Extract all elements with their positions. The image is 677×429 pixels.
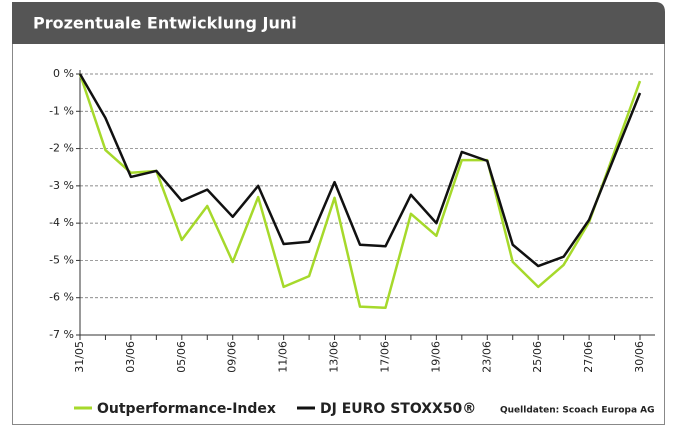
legend-label: Outperformance-Index (97, 401, 276, 417)
x-tick-label: 25/06 (531, 341, 544, 373)
x-tick-label: 27/06 (582, 341, 595, 373)
y-tick-label: -5 % (49, 253, 74, 266)
x-tick-label: 11/06 (277, 341, 290, 373)
y-tick-label: -7 % (49, 328, 74, 341)
y-tick-label: -3 % (49, 179, 74, 192)
y-tick-label: 0 % (53, 67, 74, 80)
x-tick-label: 05/06 (175, 341, 188, 373)
x-tick-label: 19/06 (429, 341, 442, 373)
series-line (78, 73, 642, 268)
y-tick-label: -6 % (49, 291, 74, 304)
y-tick-label: -1 % (49, 104, 74, 117)
chart-title: Prozentuale Entwicklung Juni (33, 14, 297, 33)
series-line (78, 73, 642, 310)
legend-label: DJ EURO STOXX50® (320, 401, 476, 417)
x-tick-label: 31/05 (73, 341, 86, 373)
x-tick-label: 17/06 (378, 341, 391, 373)
y-tick-label: -2 % (49, 142, 74, 155)
x-tick-label: 09/06 (226, 341, 239, 373)
x-tick-label: 03/06 (124, 341, 137, 373)
header (12, 2, 665, 44)
x-tick-label: 13/06 (328, 341, 341, 373)
y-tick-label: -4 % (49, 216, 74, 229)
source: Quelldaten: Scoach Europa AG (500, 406, 655, 416)
panel (12, 29, 665, 425)
x-tick-label: 30/06 (633, 341, 646, 373)
x-tick-label: 23/06 (480, 341, 493, 373)
